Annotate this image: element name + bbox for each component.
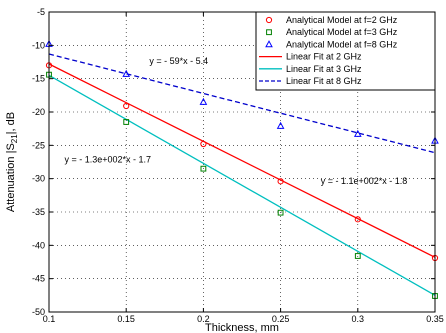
x-tick-label: 0.25 <box>272 314 290 324</box>
y-tick-label: -40 <box>32 240 45 250</box>
fit-equation-label: y = - 1.1e+002*x - 1.8 <box>321 176 408 186</box>
x-tick-label: 0.2 <box>197 314 210 324</box>
legend-label: Linear Fit at 2 GHz <box>286 52 362 62</box>
legend-box <box>255 11 436 91</box>
fit-line <box>48 74 436 296</box>
fit-line <box>48 63 436 258</box>
y-axis-label-suffix: |, dB <box>5 112 17 134</box>
data-point <box>200 140 207 148</box>
data-point <box>276 121 285 129</box>
data-point <box>277 178 284 185</box>
plot-frame <box>48 11 436 313</box>
y-tick-label: -5 <box>37 7 45 17</box>
data-point <box>123 119 130 125</box>
y-tick-label: -35 <box>32 207 45 217</box>
y-tick-label: -45 <box>32 274 45 284</box>
y-axis-label: Attenuation |S21|, dB <box>5 112 19 212</box>
data-point <box>354 216 361 223</box>
y-tick-label: -15 <box>32 74 45 84</box>
ticks: 0.1 0.15 0.2 0.25 0.3 0.35 -50 -45 -40 -35 -30 -25 -… <box>32 7 444 324</box>
y-tick-label: -50 <box>32 307 45 317</box>
fit-line <box>48 53 436 154</box>
legend-label: Analytical Model at f=2 GHz <box>286 15 398 25</box>
y-tick-label: -30 <box>32 174 45 184</box>
data-point <box>354 253 361 259</box>
legend-label: Linear Fit at 3 GHz <box>286 64 362 74</box>
data-point <box>122 69 131 77</box>
y-tick-label: -10 <box>32 40 45 50</box>
legend-label: Analytical Model at f=3 GHz <box>286 27 398 37</box>
x-tick-label: 0.1 <box>43 314 56 324</box>
legend-marker <box>265 16 273 24</box>
y-axis-label-prefix: Attenuation |S <box>5 143 17 212</box>
x-axis-label: Thickness, mm <box>205 322 279 333</box>
y-axis-label-subscript: 21 <box>10 134 19 143</box>
x-tick-label: 0.3 <box>352 314 365 324</box>
data-point <box>277 209 284 216</box>
y-tick-label: -20 <box>32 107 45 117</box>
fit-equation-label: y = - 59*x - 5.4 <box>149 56 208 66</box>
data-point <box>123 102 130 110</box>
annotations: y = - 59*x - 5.4 y = - 1.3e+002*x - 1.7 y … <box>64 56 407 186</box>
y-tick-label: -25 <box>32 140 45 150</box>
series-layer <box>45 39 439 299</box>
legend-label: Linear Fit at 8 GHz <box>286 76 362 86</box>
fit-equation-label: y = - 1.3e+002*x - 1.7 <box>64 155 151 165</box>
legend-label: Analytical Model at f=8 GHz <box>286 39 398 49</box>
data-point <box>199 97 208 105</box>
x-tick-label: 0.15 <box>117 314 135 324</box>
x-tick-label: 0.35 <box>426 314 444 324</box>
legend: Analytical Model at f=2 GHz Analytical Mo… <box>255 11 436 91</box>
data-point <box>200 165 207 172</box>
legend-marker <box>265 40 273 48</box>
data-point <box>353 129 362 137</box>
legend-marker <box>266 29 272 36</box>
